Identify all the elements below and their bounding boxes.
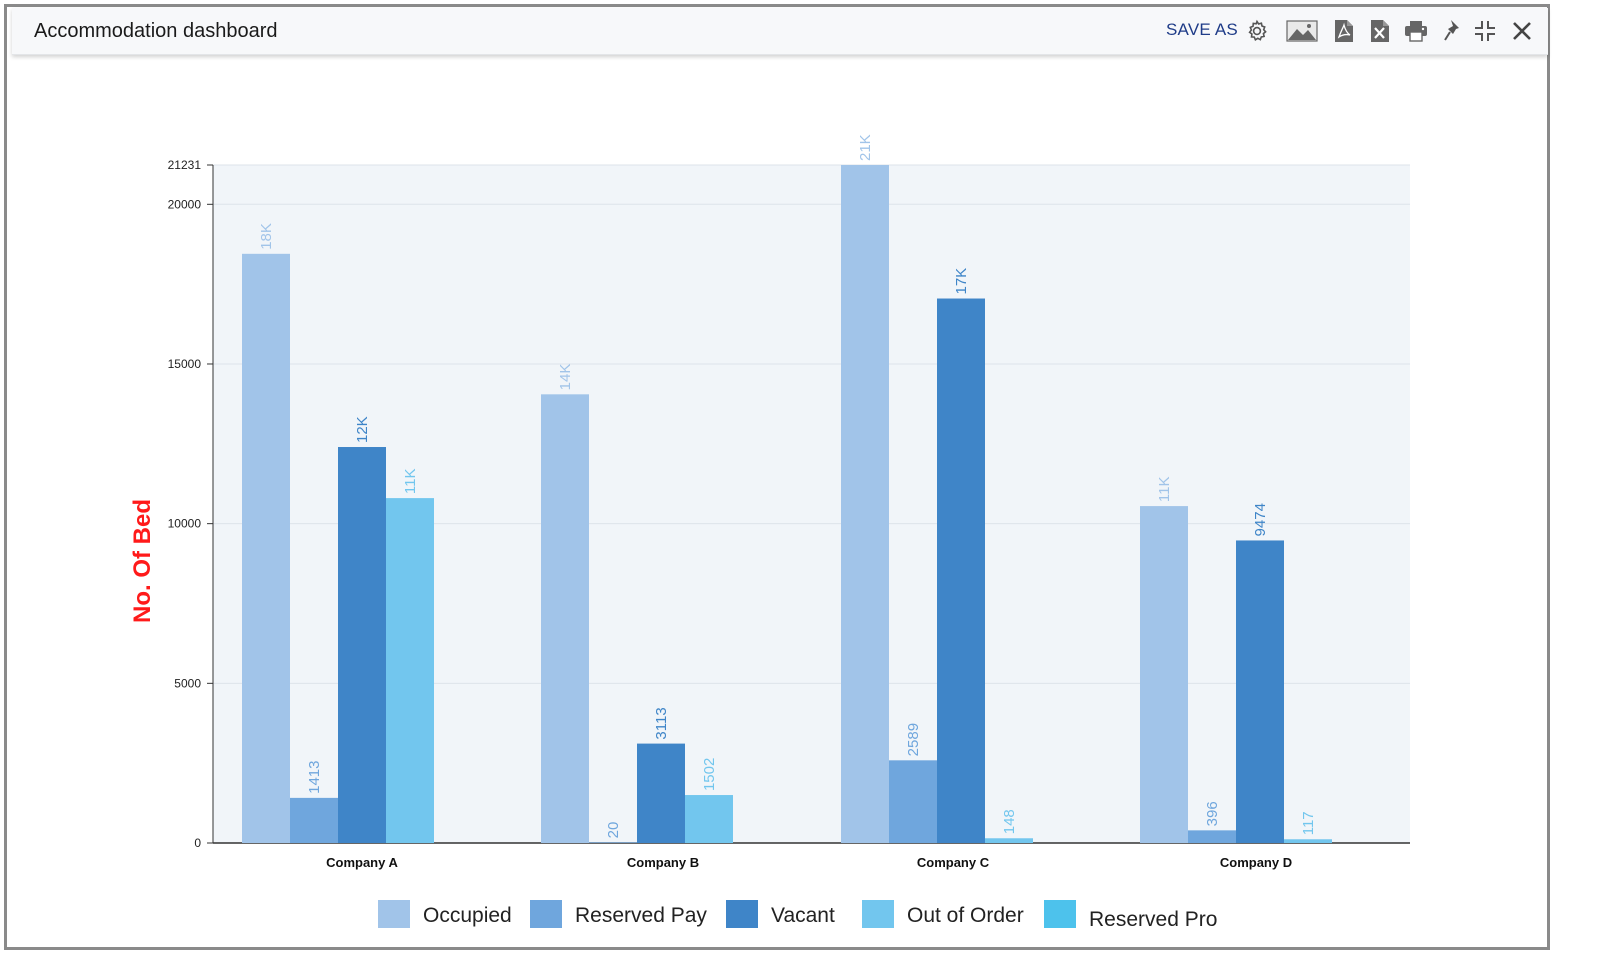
legend-swatch[interactable] xyxy=(726,900,758,928)
y-tick-label: 15000 xyxy=(168,357,202,371)
legend-swatch[interactable] xyxy=(530,900,562,928)
data-label: 117 xyxy=(1300,811,1317,835)
save-as-button[interactable]: SAVE AS xyxy=(1166,20,1238,39)
excel-icon[interactable] xyxy=(1366,18,1394,44)
y-tick-label: 21231 xyxy=(168,158,202,172)
x-tick-label: Company B xyxy=(627,855,699,870)
image-icon[interactable] xyxy=(1285,18,1319,44)
bar[interactable] xyxy=(386,498,434,843)
data-label: 148 xyxy=(1001,809,1018,834)
bar[interactable] xyxy=(1236,540,1284,843)
bar[interactable] xyxy=(841,165,889,843)
y-tick-label: 20000 xyxy=(168,197,202,211)
data-label: 20 xyxy=(605,822,622,839)
y-axis-label: No. Of Bed xyxy=(129,499,156,623)
bar[interactable] xyxy=(637,743,685,843)
bar[interactable] xyxy=(1284,839,1332,843)
data-label: 12K xyxy=(354,416,371,443)
data-label: 9474 xyxy=(1252,503,1269,536)
legend-label[interactable]: Occupied xyxy=(423,904,512,927)
bar[interactable] xyxy=(937,298,985,843)
dashboard-header: Accommodation dashboard SAVE AS xyxy=(12,8,1548,55)
data-label: 14K xyxy=(557,364,574,391)
data-label: 1502 xyxy=(701,758,718,791)
bar[interactable] xyxy=(290,797,338,843)
dashboard-title: Accommodation dashboard xyxy=(34,20,278,42)
print-icon[interactable] xyxy=(1402,18,1430,44)
x-tick-label: Company A xyxy=(326,855,398,870)
close-icon[interactable] xyxy=(1508,18,1536,44)
bar[interactable] xyxy=(685,795,733,843)
bar[interactable] xyxy=(889,760,937,843)
data-label: 2589 xyxy=(905,723,922,756)
y-tick-label: 0 xyxy=(194,836,201,850)
data-label: 3113 xyxy=(653,707,670,739)
legend-label[interactable]: Vacant xyxy=(771,904,835,927)
bar[interactable] xyxy=(985,838,1033,843)
legend-swatch[interactable] xyxy=(1044,900,1076,928)
x-tick-label: Company D xyxy=(1220,855,1292,870)
y-tick-label: 10000 xyxy=(168,517,202,531)
data-label: 17K xyxy=(953,268,970,295)
legend-swatch[interactable] xyxy=(378,900,410,928)
pdf-icon[interactable] xyxy=(1330,18,1358,44)
legend-label[interactable]: Reserved Pro xyxy=(1089,908,1217,931)
bar[interactable] xyxy=(1140,506,1188,843)
data-label: 21K xyxy=(857,134,874,161)
bar[interactable] xyxy=(338,447,386,843)
data-label: 1413 xyxy=(306,761,323,794)
bar[interactable] xyxy=(541,394,589,843)
data-label: 18K xyxy=(258,223,275,250)
legend-label[interactable]: Out of Order xyxy=(907,904,1024,927)
gear-icon[interactable] xyxy=(1243,18,1271,44)
bar[interactable] xyxy=(589,842,637,843)
data-label: 396 xyxy=(1204,801,1221,826)
bar[interactable] xyxy=(1188,830,1236,843)
data-label: 11K xyxy=(402,469,419,495)
collapse-icon[interactable] xyxy=(1471,18,1499,44)
legend-label[interactable]: Reserved Pay xyxy=(575,904,707,927)
x-tick-label: Company C xyxy=(917,855,990,870)
data-label: 11K xyxy=(1156,477,1173,503)
legend-swatch[interactable] xyxy=(862,900,894,928)
pin-icon[interactable] xyxy=(1439,18,1467,44)
y-tick-label: 5000 xyxy=(174,676,201,690)
bar[interactable] xyxy=(242,253,290,843)
